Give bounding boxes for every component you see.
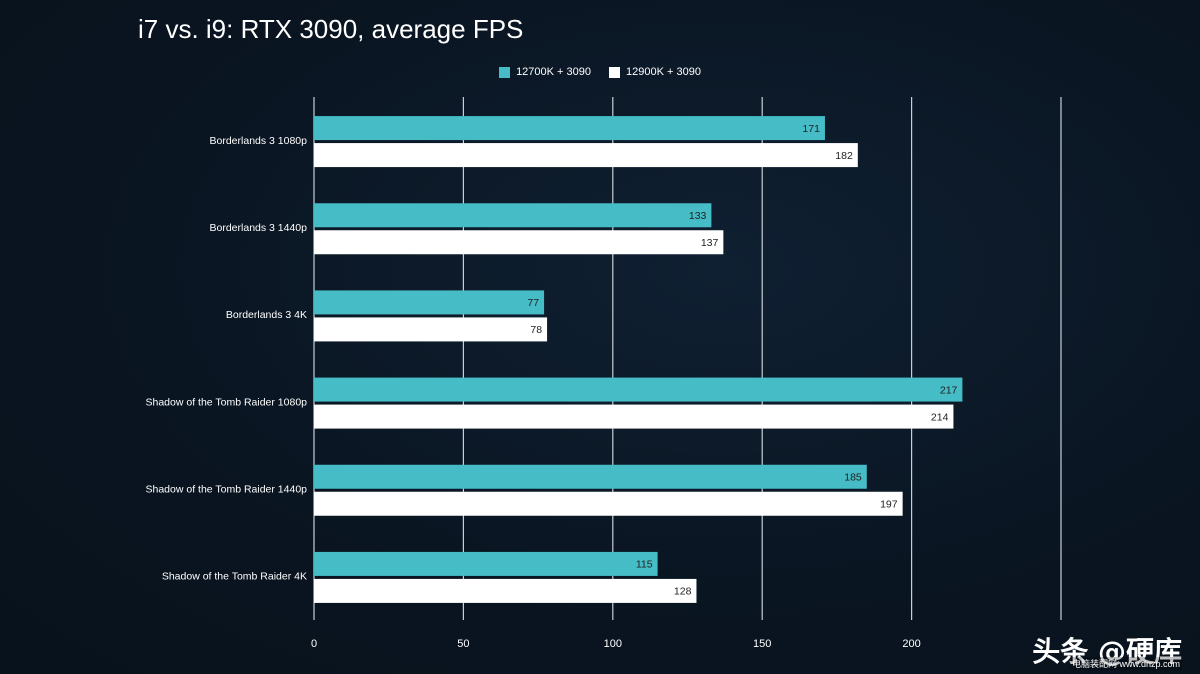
data-label: 182 — [835, 150, 853, 162]
legend-label-series-2: 12900K + 3090 — [626, 66, 701, 78]
x-tick-label: 0 — [311, 638, 317, 650]
data-label: 115 — [636, 559, 653, 571]
data-label: 137 — [701, 237, 719, 249]
bar-series-1[interactable] — [314, 116, 825, 141]
bar-series-1[interactable] — [314, 377, 963, 402]
bar-series-2[interactable] — [314, 317, 548, 342]
data-label: 214 — [931, 411, 949, 423]
bar-series-2[interactable] — [314, 578, 697, 603]
legend-swatch-series-1 — [499, 66, 511, 78]
category-label: Shadow of the Tomb Raider 4K — [162, 571, 307, 583]
legend-item-series-1[interactable]: 12700K + 3090 — [499, 66, 591, 78]
data-label: 78 — [530, 324, 542, 336]
category-label: Shadow of the Tomb Raider 1080p — [146, 396, 308, 408]
chart-legend: 12700K + 3090 12900K + 3090 — [0, 66, 1200, 78]
x-tick-label: 50 — [457, 638, 469, 650]
category-label: Borderlands 3 1440p — [210, 222, 308, 234]
data-label: 197 — [880, 499, 898, 511]
data-label: 217 — [940, 384, 958, 396]
label-layer: 0 50 100 150 200 Borderlands 3 1080p 171 182 Bor… — [146, 123, 958, 650]
category-label: Borderlands 3 4K — [226, 309, 307, 321]
bar-series-2[interactable] — [314, 230, 724, 255]
bar-series-2[interactable] — [314, 491, 903, 516]
data-label: 128 — [674, 586, 692, 598]
legend-swatch-series-2 — [609, 66, 620, 78]
bar-series-1[interactable] — [314, 551, 658, 576]
watermark-main: 头条 @硬库 — [1032, 635, 1182, 668]
grid-layer — [313, 97, 1062, 620]
category-label: Shadow of the Tomb Raider 1440p — [146, 484, 308, 496]
bar-series-1[interactable] — [314, 464, 867, 489]
watermark-sub: 电脑装配网 www.dnzp.com — [1069, 657, 1182, 670]
data-label: 77 — [527, 297, 539, 309]
x-tick-label: 150 — [753, 638, 771, 650]
bar-series-2[interactable] — [314, 404, 954, 429]
data-label: 171 — [802, 123, 820, 135]
legend-item-series-2[interactable]: 12900K + 3090 — [609, 66, 701, 78]
bar-series-2[interactable] — [314, 143, 858, 168]
bar-layer — [314, 116, 963, 603]
bar-series-1[interactable] — [314, 290, 545, 315]
x-tick-label: 200 — [902, 638, 920, 650]
x-tick-label: 100 — [604, 638, 622, 650]
bar-series-1[interactable] — [314, 203, 712, 228]
legend-label-series-1: 12700K + 3090 — [516, 66, 591, 78]
watermark: 头条 @硬库 电脑装配网 www.dnzp.com — [1032, 630, 1182, 670]
data-label: 185 — [844, 472, 862, 484]
data-label: 133 — [689, 210, 707, 222]
category-label: Borderlands 3 1080p — [210, 135, 308, 147]
chart-title: i7 vs. i9: RTX 3090, average FPS — [138, 14, 524, 44]
